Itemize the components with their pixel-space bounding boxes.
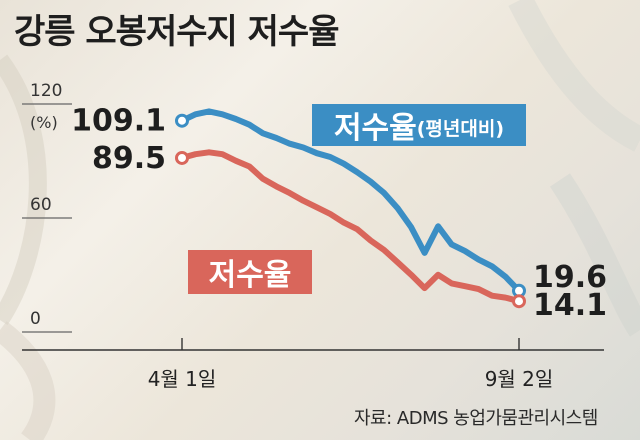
series-label-sub: (평년대비) bbox=[416, 117, 505, 140]
series-line-reservoir bbox=[179, 149, 522, 305]
y-tick-label: 60 bbox=[30, 195, 52, 215]
series-label-reservoir: 저수율 bbox=[188, 250, 312, 294]
series-label-main: 저수율 bbox=[333, 111, 417, 146]
x-tick-label: 4월 1일 bbox=[148, 367, 217, 391]
y-tick-label: 120 bbox=[30, 81, 62, 101]
y-tick-label: 0 bbox=[30, 309, 41, 329]
series-line-reservoir-vs-normal bbox=[179, 108, 522, 294]
data-label-start: 89.5 bbox=[92, 141, 166, 176]
data-label-end: 14.1 bbox=[533, 288, 607, 323]
x-tick-label: 9월 2일 bbox=[485, 367, 554, 391]
series-label-main: 저수율 bbox=[208, 258, 292, 293]
data-label-start: 109.1 bbox=[71, 104, 166, 139]
data-label-end: 19.6 bbox=[533, 260, 607, 295]
series-end-marker bbox=[512, 294, 526, 309]
series-start-marker bbox=[175, 113, 189, 128]
chart-title: 강릉 오봉저수지 저수율 bbox=[14, 12, 339, 52]
source-note: 자료: ADMS 농업가뭄관리시스템 bbox=[354, 408, 598, 429]
y-unit-label: (%) bbox=[30, 113, 58, 132]
series-start-marker bbox=[175, 150, 189, 165]
series-label-reservoir-vs-normal: 저수율 (평년대비) bbox=[312, 104, 526, 146]
